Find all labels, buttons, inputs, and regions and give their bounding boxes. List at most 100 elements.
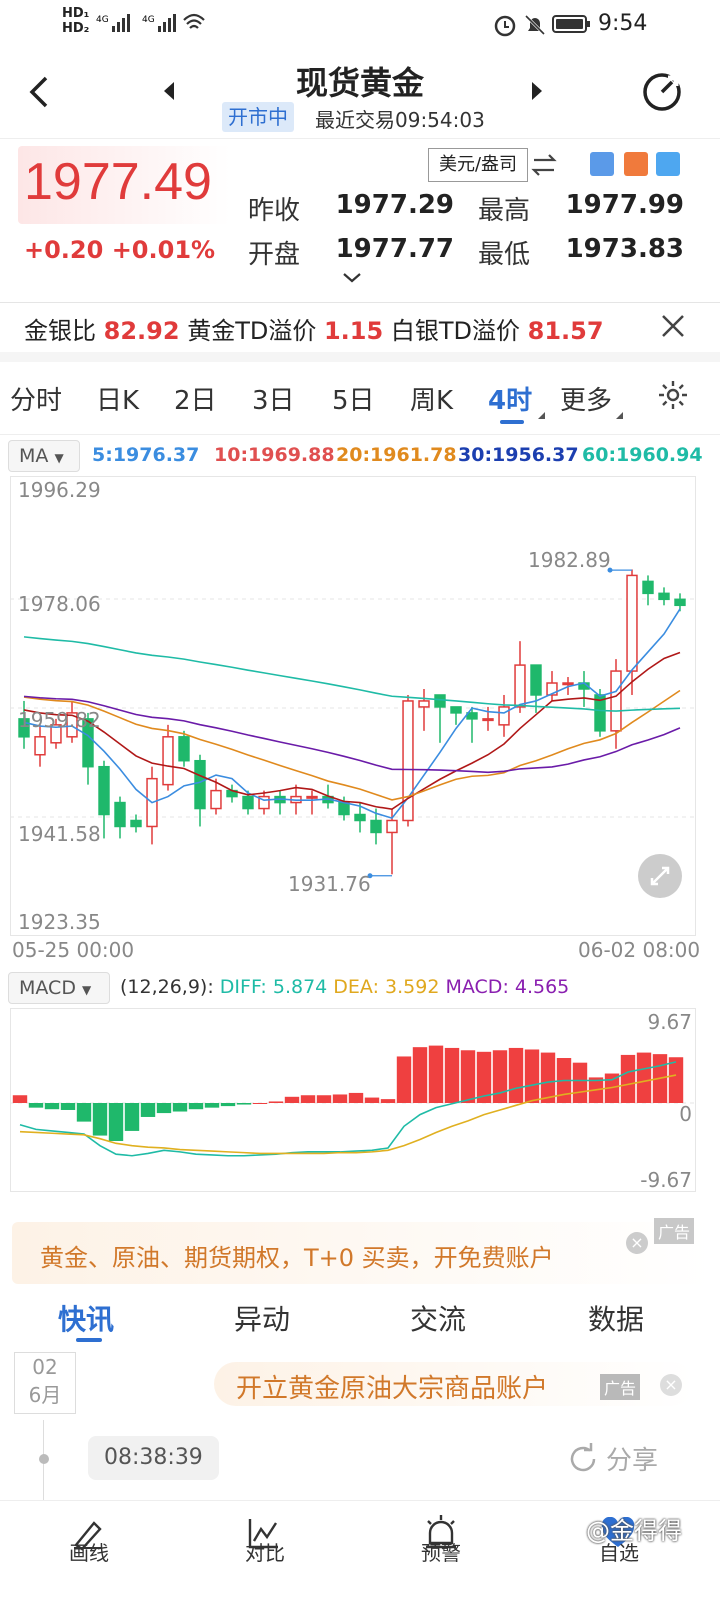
ad-close-icon[interactable]: × <box>626 1232 648 1254</box>
tab-more-caret <box>616 412 623 419</box>
news-tab-movers[interactable]: 异动 <box>234 1303 291 1336</box>
tab-day-k[interactable]: 日K <box>96 386 140 416</box>
price-highlight <box>18 146 230 224</box>
kchart-y-tick: 1923.35 <box>18 910 101 934</box>
macd-value: MACD: 4.565 <box>445 976 570 998</box>
high-label: 最高 <box>478 196 531 226</box>
fullscreen-button[interactable] <box>638 854 682 898</box>
tab-5day[interactable]: 5日 <box>332 386 375 416</box>
swap-icon[interactable] <box>530 152 558 178</box>
settings-gear-icon[interactable] <box>656 378 690 412</box>
alert-icon[interactable] <box>422 1513 460 1551</box>
macd-bar <box>220 1103 236 1107</box>
macd-chart[interactable] <box>10 1008 696 1192</box>
close-icon[interactable] <box>660 313 686 339</box>
open-value: 1977.77 <box>335 234 454 264</box>
compare-icon[interactable] <box>246 1515 282 1551</box>
alert-label[interactable]: 预警 <box>421 1541 461 1565</box>
alert-tool-icon[interactable] <box>624 152 648 176</box>
macd-bar <box>268 1101 284 1103</box>
macd-bar <box>284 1096 300 1103</box>
news-tab-flash[interactable]: 快讯 <box>58 1303 115 1336</box>
candle-body <box>514 664 526 708</box>
macd-bar <box>668 1057 684 1103</box>
next-instrument-icon[interactable] <box>528 80 546 102</box>
macd-params: (12,26,9): <box>120 976 214 998</box>
macd-selector[interactable]: MACD ▼ <box>8 972 110 1004</box>
macd-bar <box>428 1045 444 1103</box>
expand-chevron-icon[interactable] <box>342 272 362 284</box>
macd-bar <box>60 1103 76 1110</box>
tab-active-indicator <box>500 420 524 424</box>
candle-body <box>338 801 350 816</box>
back-icon[interactable] <box>26 74 54 110</box>
change-value: +0.20 <box>24 236 104 264</box>
macd-bar <box>364 1097 380 1103</box>
date-chip: 02 6月 <box>14 1352 76 1414</box>
candle-body <box>66 712 78 738</box>
tab-2day[interactable]: 2日 <box>174 386 217 416</box>
ma60-line <box>23 636 681 712</box>
tab-more[interactable]: 更多 <box>560 386 613 416</box>
share-label[interactable]: 分享 <box>606 1446 659 1476</box>
prev-instrument-icon[interactable] <box>160 80 178 102</box>
watermark: @金得得 <box>586 1517 682 1545</box>
macd-bar <box>332 1094 348 1103</box>
ad-text[interactable]: 黄金、原油、期货期权，T+0 买卖，开免费账户 <box>40 1244 554 1272</box>
news-tab-indicator <box>76 1338 102 1342</box>
market-status-badge: 开市中 <box>222 102 294 132</box>
macd-bar <box>252 1103 268 1104</box>
draw-line-label[interactable]: 画线 <box>69 1541 109 1565</box>
silver-td-value: 81.57 <box>527 317 604 345</box>
macd-border <box>10 1008 696 1192</box>
macd-legend: (12,26,9): DIFF: 5.874 DEA: 3.592 MACD: … <box>120 976 569 998</box>
news-tab-community[interactable]: 交流 <box>410 1303 467 1336</box>
pie-tool-icon[interactable] <box>656 152 680 176</box>
alarm-icon <box>494 15 516 37</box>
date-month: 6月 <box>28 1383 62 1407</box>
tab-3day[interactable]: 3日 <box>252 386 295 416</box>
annot-low-dot <box>367 873 373 879</box>
signal-icon: 4G 4G <box>96 13 205 32</box>
candlestick-chart[interactable] <box>10 476 696 936</box>
ratio-text: 金银比 82.92 黄金TD溢价 1.15 白银TD溢价 81.57 <box>24 311 604 346</box>
candle-body <box>306 795 318 799</box>
candle-body <box>50 724 62 744</box>
svg-text:4G: 4G <box>142 15 155 25</box>
favorite-label[interactable]: 自选 <box>599 1541 639 1565</box>
ad-banner[interactable] <box>12 1222 712 1284</box>
ma30-line <box>23 695 681 774</box>
tab-fenshi[interactable]: 分时 <box>10 386 63 416</box>
favorite-heart-icon[interactable] <box>600 1517 636 1549</box>
tab-4hour[interactable]: 4时 <box>488 386 533 416</box>
share-icon[interactable] <box>566 1442 600 1476</box>
indicator-tool-icon[interactable] <box>590 152 614 176</box>
candle-body <box>498 706 510 726</box>
news-ad-tag: 广告 <box>600 1374 641 1400</box>
candle-body <box>434 694 446 708</box>
ma-selector[interactable]: MA ▼ <box>8 440 80 472</box>
bottom-toolbar: 画线 对比 预警 自选 @金得得 <box>0 1500 720 1600</box>
unit-selector[interactable]: 美元/盎司 <box>428 148 528 182</box>
macd-bar <box>300 1095 316 1103</box>
prev-close-label: 昨收 <box>248 196 301 226</box>
news-ad-text[interactable]: 开立黄金原油大宗商品账户 <box>236 1374 549 1404</box>
macd-bar <box>140 1103 156 1117</box>
draw-line-icon[interactable] <box>70 1515 106 1551</box>
high-value: 1977.99 <box>565 190 684 220</box>
ma10-value: 10:1969.88 <box>214 444 335 466</box>
candle-body <box>546 682 558 696</box>
refresh-icon[interactable] <box>640 70 684 114</box>
news-tab-data[interactable]: 数据 <box>588 1303 645 1336</box>
candle-body <box>386 819 398 834</box>
compare-label[interactable]: 对比 <box>245 1541 285 1565</box>
macd-bar <box>316 1095 332 1103</box>
candle-body <box>466 712 478 720</box>
tab-week-k[interactable]: 周K <box>410 386 454 416</box>
x-end-label: 06-02 08:00 <box>578 938 701 962</box>
news-ad-close-icon[interactable]: × <box>660 1374 682 1396</box>
macd-bar <box>236 1103 252 1105</box>
candle-body <box>82 718 94 768</box>
macd-bar <box>92 1103 108 1136</box>
macd-bar <box>12 1095 28 1103</box>
